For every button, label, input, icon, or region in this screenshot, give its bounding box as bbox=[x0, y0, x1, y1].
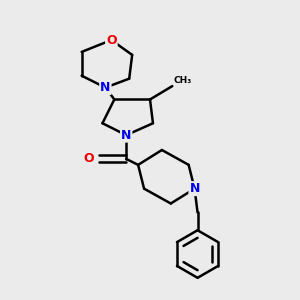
Text: O: O bbox=[106, 34, 117, 46]
Text: N: N bbox=[100, 81, 111, 94]
Text: N: N bbox=[189, 182, 200, 195]
Text: N: N bbox=[121, 129, 131, 142]
Text: CH₃: CH₃ bbox=[174, 76, 192, 85]
Text: O: O bbox=[83, 152, 94, 165]
